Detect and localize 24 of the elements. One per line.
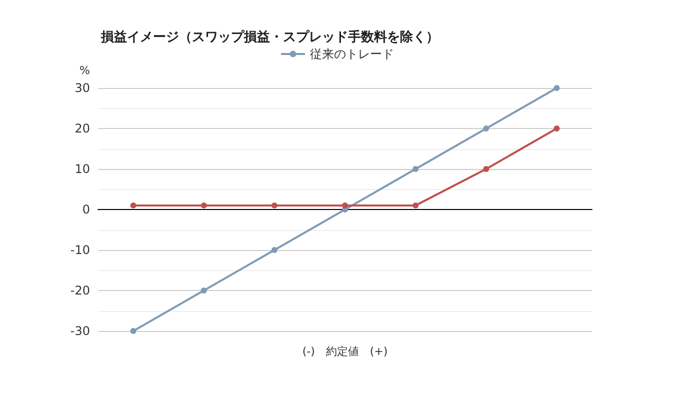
y-tick-label: -10 <box>70 243 90 257</box>
legend-label: 従来のトレード <box>310 47 394 61</box>
point <box>200 202 207 208</box>
point <box>200 288 207 294</box>
y-tick-label: -30 <box>70 324 90 338</box>
y-tick-label: -20 <box>70 284 90 298</box>
point <box>130 202 136 208</box>
point <box>271 247 278 253</box>
chart-title: 損益イメージ（スワップ損益・スプレッド手数料を除く） <box>100 29 439 45</box>
point <box>342 202 348 208</box>
y-tick-label: 30 <box>74 81 90 95</box>
y-tick-label: 10 <box>74 162 90 176</box>
point <box>130 328 136 334</box>
point <box>412 202 419 208</box>
point <box>483 166 490 172</box>
point <box>483 126 490 132</box>
point <box>554 85 560 91</box>
x-axis-title: (-) 約定値 (+) <box>302 345 388 358</box>
y-axis-title: % <box>80 64 90 77</box>
point <box>412 166 419 172</box>
point <box>271 202 278 208</box>
point <box>554 126 560 132</box>
y-tick-label: 0 <box>82 202 90 216</box>
y-tick-label: 20 <box>74 122 90 136</box>
